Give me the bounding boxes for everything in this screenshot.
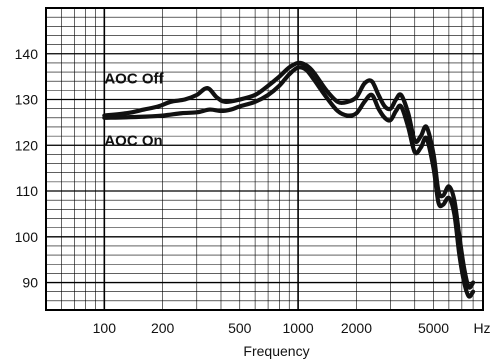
y-tick-label: 100 — [15, 229, 39, 245]
series-layer — [102, 60, 476, 299]
x-tick-label: 100 — [93, 320, 117, 336]
y-tick-label: 130 — [15, 92, 39, 108]
y-axis-tick-labels: 90 100 110 120 130 140 — [15, 46, 39, 291]
x-tick-label: 5000 — [418, 320, 449, 336]
series-line-aoc-off — [102, 60, 476, 290]
x-axis-tick-labels: 100 200 500 1000 2000 5000 — [93, 320, 450, 336]
x-tick-label: 1000 — [283, 320, 314, 336]
y-tick-label: 110 — [16, 183, 39, 199]
series-label-aoc-off: AOC Off — [104, 71, 164, 88]
x-tick-label: 500 — [228, 320, 252, 336]
x-tick-label: 2000 — [341, 320, 372, 336]
x-axis-unit-label: Hz — [473, 320, 490, 336]
series-label-aoc-on: AOC On — [104, 132, 162, 149]
y-tick-label: 140 — [15, 46, 39, 62]
x-axis-title: Frequency — [243, 343, 309, 359]
y-tick-label: 120 — [15, 137, 39, 153]
series-line-aoc-on — [102, 65, 476, 299]
x-tick-label: 200 — [151, 320, 175, 336]
plot-frame — [45, 7, 484, 311]
y-tick-label: 90 — [22, 275, 38, 291]
major-grid — [46, 8, 483, 310]
